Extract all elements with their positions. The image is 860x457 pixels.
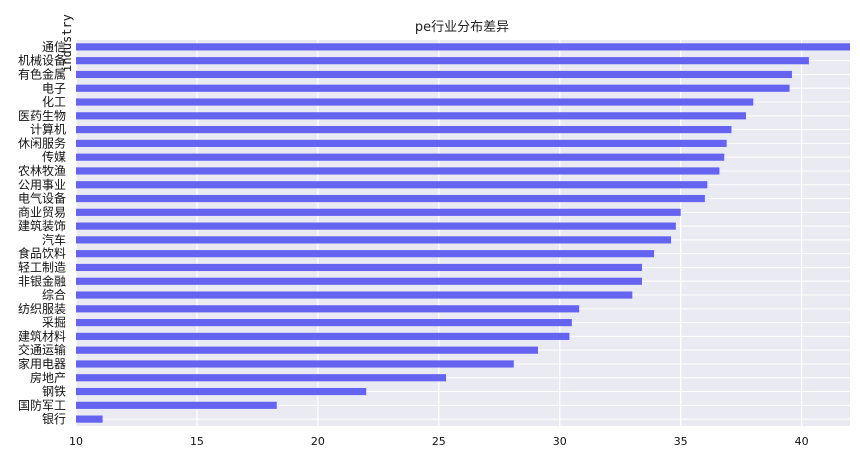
bar [76, 236, 672, 244]
y-tick-labels: 通信机械设备有色金属电子化工医药生物计算机休闲服务传媒农林牧渔公用事业电气设备商… [18, 40, 66, 426]
plot-background [76, 40, 850, 426]
y-tick-label: 轻工制造 [18, 260, 66, 274]
bars [76, 43, 850, 423]
bar [76, 84, 790, 92]
y-tick-label: 采掘 [42, 315, 66, 330]
y-tick-label: 电气设备 [18, 191, 66, 206]
x-tick-label: 40 [795, 435, 809, 448]
x-tick-label: 35 [674, 435, 688, 448]
bar [76, 126, 732, 134]
bar [76, 153, 725, 161]
y-tick-label: 综合 [42, 287, 66, 302]
bar [76, 70, 792, 79]
bar [76, 43, 850, 51]
bar [76, 360, 514, 368]
bar [76, 346, 538, 354]
bar [76, 181, 708, 189]
y-tick-label: 家用电器 [18, 356, 66, 371]
y-tick-label: 交通运输 [18, 342, 66, 357]
bar [76, 57, 809, 65]
bar [76, 387, 367, 396]
y-tick-label: 电子 [42, 81, 66, 95]
y-tick-label: 传媒 [42, 149, 66, 164]
bar [76, 277, 642, 285]
y-tick-label: 医药生物 [18, 109, 66, 123]
bar [76, 332, 570, 340]
y-tick-label: 化工 [42, 95, 66, 109]
y-tick-label: 食品饮料 [18, 246, 66, 261]
bar [76, 167, 720, 175]
bar [76, 250, 655, 258]
y-tick-label: 公用事业 [18, 178, 66, 192]
x-tick-labels: 10 15 20 25 30 35 40 [69, 435, 809, 448]
y-tick-label: 纺织服装 [18, 302, 66, 316]
x-tick-label: 20 [311, 435, 325, 448]
bar [76, 98, 754, 106]
bar [76, 415, 103, 423]
bar [76, 263, 642, 272]
bar [76, 319, 572, 327]
x-tick-label: 30 [553, 435, 567, 448]
y-tick-label: 商业贸易 [18, 204, 66, 219]
chart-title: pe行业分布差异 [415, 20, 509, 35]
x-tick-label: 25 [432, 435, 446, 448]
bar [76, 112, 746, 120]
y-tick-label: 房地产 [30, 370, 66, 385]
bar [76, 305, 580, 313]
y-tick-label: 银行 [42, 412, 66, 426]
y-tick-label: 钢铁 [42, 385, 66, 399]
bar [76, 222, 676, 230]
bar [76, 139, 727, 147]
y-tick-label: 汽车 [42, 232, 66, 247]
y-tick-label: 休闲服务 [18, 135, 66, 150]
y-tick-label: 国防军工 [18, 397, 66, 412]
y-tick-label: 建筑装饰 [18, 218, 66, 233]
bar [76, 208, 681, 216]
y-tick-label: 通信 [42, 40, 66, 54]
y-tick-label: 非银金融 [18, 273, 66, 288]
y-tick-label: 建筑材料 [18, 328, 66, 343]
x-tick-label: 10 [69, 435, 83, 448]
y-tick-label: 计算机 [30, 122, 66, 137]
bar [76, 194, 705, 203]
y-tick-label: 农林牧渔 [18, 164, 66, 178]
bar [76, 291, 633, 299]
y-tick-label: 机械设备 [18, 53, 66, 68]
x-tick-label: 15 [190, 435, 204, 448]
bar [76, 401, 277, 409]
y-axis-label: industry [60, 14, 74, 72]
bar [76, 374, 447, 382]
y-tick-label: 有色金属 [18, 66, 66, 81]
